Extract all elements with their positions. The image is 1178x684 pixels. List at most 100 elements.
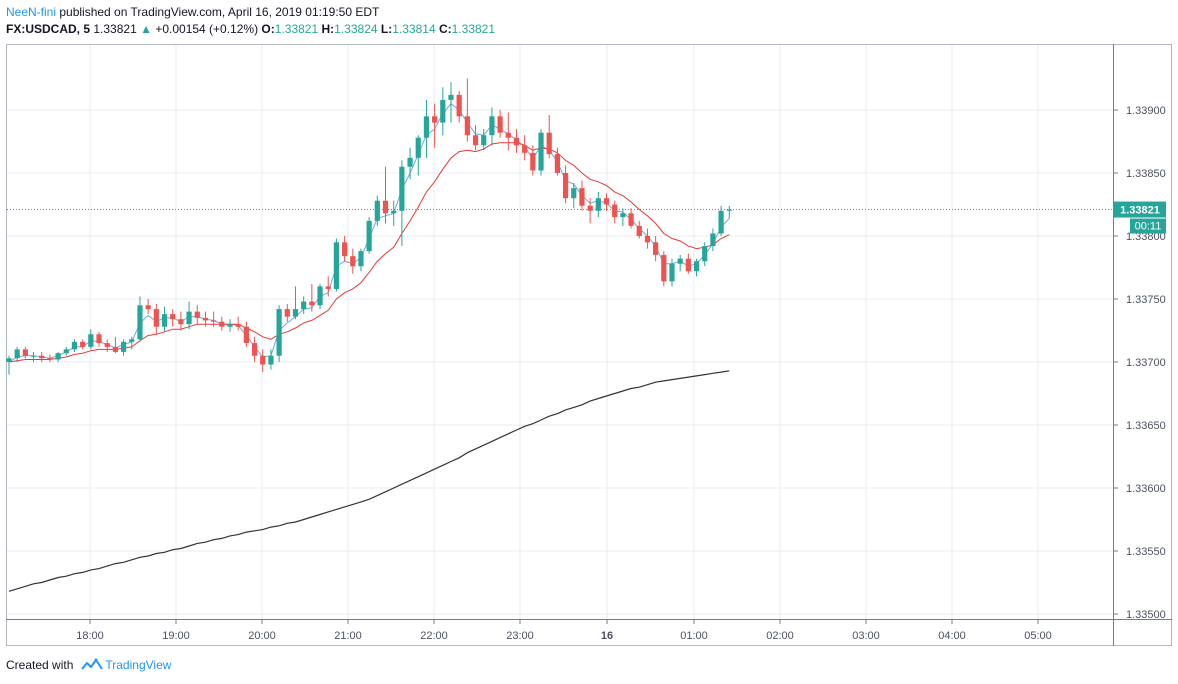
candle-body: [726, 209, 732, 211]
price-tick-label: 1.33500: [1126, 609, 1166, 621]
candle-body: [178, 319, 184, 325]
candle: [612, 200, 618, 224]
candle: [153, 304, 159, 335]
candle-body: [407, 157, 413, 167]
candle: [235, 316, 241, 331]
candle: [39, 351, 45, 362]
time-tick-label: 19:00: [162, 630, 190, 642]
symbol-label[interactable]: FX:USDCAD, 5: [6, 22, 91, 36]
last-price-label: 1.33821: [1120, 205, 1160, 217]
candle-body: [268, 355, 274, 365]
candle-body: [603, 198, 610, 205]
candle: [292, 286, 299, 320]
open-value: 1.33821: [274, 22, 319, 36]
candle-body: [612, 204, 618, 218]
candle: [145, 299, 151, 315]
ema-slow-line: [8, 142, 730, 363]
candle: [55, 351, 61, 362]
ohlc-legend: FX:USDCAD, 5 1.33821 ▲ +0.00154 (+0.12%)…: [6, 22, 495, 36]
candle-body: [702, 246, 708, 262]
candle-body: [718, 210, 724, 234]
candle-body: [80, 341, 86, 347]
candle: [80, 339, 86, 350]
candle: [120, 339, 127, 356]
candle-body: [284, 309, 290, 317]
open-label: O:: [261, 22, 275, 36]
high-label: H:: [321, 22, 335, 36]
candlestick-chart[interactable]: 1.33500 1.33550 1.33600 1.33650 1.33700 1.337…: [6, 44, 1172, 646]
candle-body: [292, 309, 299, 317]
candle-body: [423, 116, 430, 138]
candle: [603, 193, 610, 211]
publish-info: NeeN-fini published on TradingView.com, …: [6, 5, 379, 19]
sma-long-line: [8, 370, 730, 592]
candle-body: [472, 135, 479, 146]
candle-body: [448, 94, 454, 100]
close-value: 1.33821: [451, 22, 496, 36]
candle: [211, 311, 217, 327]
candle: [325, 276, 331, 297]
candle: [341, 236, 348, 262]
candle: [161, 306, 168, 332]
candle-body: [538, 132, 544, 171]
candle: [104, 339, 110, 352]
chart-area[interactable]: 1.33500 1.33550 1.33600 1.33650 1.33700 1.337…: [6, 44, 1172, 646]
candle-body: [710, 233, 716, 247]
candle: [669, 258, 675, 287]
candle-body: [243, 326, 249, 344]
candle: [587, 198, 593, 224]
candle-body: [260, 355, 266, 365]
candle: [522, 135, 528, 161]
candle: [653, 236, 659, 262]
candle-body: [399, 166, 405, 211]
candle: [129, 336, 135, 350]
candle: [309, 283, 315, 312]
price-tick-label: 1.33850: [1126, 168, 1166, 180]
tradingview-logo-icon: [81, 658, 104, 670]
candle: [22, 346, 28, 359]
low-label: L:: [380, 22, 393, 36]
candle: [456, 91, 462, 123]
candle: [579, 180, 585, 211]
candle: [702, 242, 708, 267]
candle: [350, 248, 356, 274]
candle: [276, 305, 282, 362]
candle: [260, 349, 266, 373]
candle: [268, 349, 274, 370]
candle: [718, 205, 724, 236]
candle: [448, 82, 454, 123]
candle: [710, 228, 716, 252]
candle: [661, 251, 667, 287]
candle: [194, 305, 200, 325]
candle-body: [186, 311, 192, 325]
candle-body: [432, 116, 438, 123]
time-tick-label: 21:00: [334, 630, 362, 642]
candle: [96, 331, 102, 347]
candle: [440, 87, 446, 136]
candle: [71, 339, 78, 352]
candle: [14, 346, 20, 362]
candle-body: [30, 355, 37, 357]
candle-body: [415, 137, 421, 158]
price-tick-label: 1.33600: [1126, 483, 1166, 495]
candle: [186, 301, 192, 330]
candle: [47, 354, 53, 362]
candle: [399, 160, 405, 247]
candle: [30, 351, 37, 362]
candle-body: [693, 261, 700, 272]
candle: [538, 128, 544, 176]
candle: [178, 311, 184, 331]
candle: [497, 110, 503, 138]
time-tick-label: 18:00: [76, 630, 104, 642]
time-tick-label: 02:00: [766, 630, 794, 642]
candle: [489, 107, 495, 146]
tradingview-link[interactable]: TradingView: [77, 658, 171, 672]
candle-body: [194, 311, 200, 318]
candle: [472, 125, 479, 151]
created-with-text: Created with: [6, 658, 74, 672]
price-tick-label: 1.33700: [1126, 357, 1166, 369]
author-link[interactable]: NeeN-fini: [6, 5, 57, 19]
candle: [726, 205, 732, 219]
candle-body: [341, 242, 348, 257]
candle-body: [374, 200, 380, 221]
